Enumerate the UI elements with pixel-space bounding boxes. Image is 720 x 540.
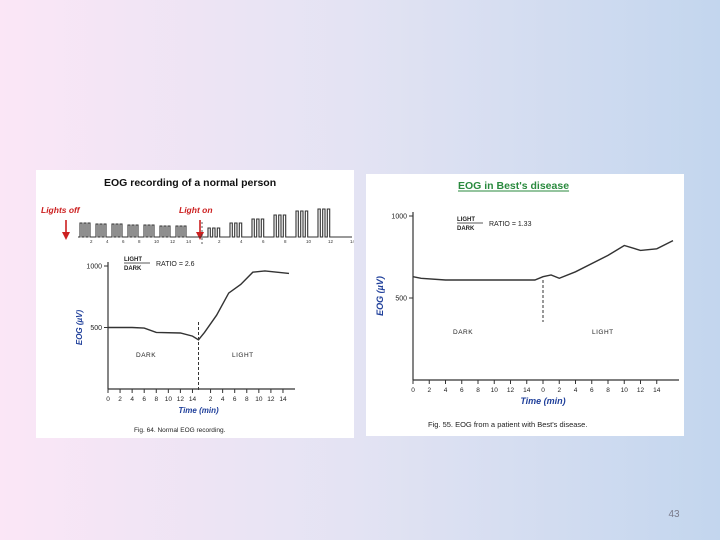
x-tick-label: 14 — [653, 387, 661, 394]
x-tick-label: 12 — [507, 387, 515, 394]
y-tick-label: 1000 — [391, 214, 407, 221]
x-axis-label: Time (min) — [178, 406, 219, 415]
x-tick-label: 6 — [590, 387, 594, 394]
y-axis-label: EOG (µV) — [375, 276, 385, 316]
x-tick-label: 10 — [491, 387, 499, 394]
ratio-denominator: DARK — [457, 226, 475, 232]
trace-tick-label: 10 — [154, 239, 160, 244]
chart-caption: Fig. 55. EOG from a patient with Best's … — [428, 420, 587, 429]
trace-tick-label: 12 — [328, 239, 334, 244]
trace-tick-label: 12 — [170, 239, 176, 244]
eog-series-line — [412, 239, 674, 281]
x-tick-label: 6 — [460, 387, 464, 394]
x-tick-label: 2 — [427, 387, 431, 394]
x-tick-label: 6 — [233, 396, 237, 403]
chart-title: EOG recording of a normal person — [104, 177, 276, 189]
trace-tick-label: 10 — [306, 239, 312, 244]
trace-tick-label: 6 — [122, 239, 125, 244]
trace-tick-label: 6 — [262, 239, 265, 244]
phase-label-dark: DARK — [453, 329, 473, 336]
raw-eog-trace — [78, 208, 352, 238]
best-disease-eog-figure: EOG in Best's disease Fig. 55. EOG from a… — [366, 174, 684, 436]
chart-title: EOG in Best's disease — [458, 180, 569, 192]
x-tick-label: 8 — [245, 396, 249, 403]
best-disease-eog-chart: EOG in Best's disease Fig. 55. EOG from a… — [375, 180, 679, 429]
phase-label-light: LIGHT — [592, 329, 614, 336]
x-tick-label: 4 — [130, 396, 134, 403]
x-tick-label: 2 — [209, 396, 213, 403]
lights-on-label: Light on — [179, 205, 213, 215]
x-tick-label: 12 — [637, 387, 645, 394]
ratio-numerator: LIGHT — [124, 257, 142, 263]
ratio-denominator: DARK — [124, 266, 142, 272]
x-tick-label: 6 — [142, 396, 146, 403]
page-number: 43 — [668, 509, 680, 520]
eog-series-line — [108, 270, 290, 341]
trace-tick-label: 14 — [350, 239, 354, 244]
x-tick-label: 12 — [177, 396, 185, 403]
trace-tick-label: 2 — [218, 239, 221, 244]
trace-tick-label: 14 — [186, 239, 192, 244]
x-tick-label: 4 — [221, 396, 225, 403]
x-axis-label: Time (min) — [520, 396, 565, 406]
x-tick-label: 10 — [255, 396, 263, 403]
y-tick-label: 500 — [395, 296, 407, 303]
phase-label-light: LIGHT — [232, 352, 254, 359]
lights-off-label: Lights off — [41, 205, 81, 215]
x-tick-label: 14 — [279, 396, 287, 403]
lights-on-arrow-icon — [196, 232, 204, 240]
trace-tick-label: 2 — [90, 239, 93, 244]
x-tick-label: 2 — [557, 387, 561, 394]
y-tick-label: 1000 — [86, 264, 102, 271]
ratio-value: RATIO = 2.6 — [156, 261, 195, 268]
trace-tick-label: 4 — [106, 239, 109, 244]
trace-tick-label: 4 — [240, 239, 243, 244]
x-tick-label: 8 — [606, 387, 610, 394]
x-tick-label: 10 — [621, 387, 629, 394]
x-tick-label: 8 — [476, 387, 480, 394]
phase-label-dark: DARK — [136, 352, 156, 359]
x-tick-label: 10 — [165, 396, 173, 403]
x-tick-label: 4 — [444, 387, 448, 394]
lights-off-arrow-icon — [62, 232, 70, 240]
x-tick-label: 0 — [106, 396, 110, 403]
x-tick-label: 4 — [574, 387, 578, 394]
chart-caption: Fig. 64. Normal EOG recording. — [134, 427, 226, 434]
x-tick-label: 0 — [411, 387, 415, 394]
normal-eog-chart: EOG recording of a normal person Fig. 64.… — [41, 177, 354, 434]
x-tick-label: 14 — [189, 396, 197, 403]
ratio-value: RATIO = 1.33 — [489, 221, 532, 228]
y-axis-label: EOG (µV) — [75, 310, 84, 346]
x-tick-label: 14 — [523, 387, 531, 394]
x-tick-label: 8 — [154, 396, 158, 403]
x-tick-label: 0 — [541, 387, 545, 394]
x-tick-label: 12 — [267, 396, 275, 403]
x-tick-label: 2 — [118, 396, 122, 403]
trace-tick-label: 8 — [284, 239, 287, 244]
trace-tick-label: 8 — [138, 239, 141, 244]
y-tick-label: 500 — [90, 325, 102, 332]
normal-eog-figure: EOG recording of a normal person Fig. 64.… — [36, 170, 354, 438]
ratio-numerator: LIGHT — [457, 217, 475, 223]
